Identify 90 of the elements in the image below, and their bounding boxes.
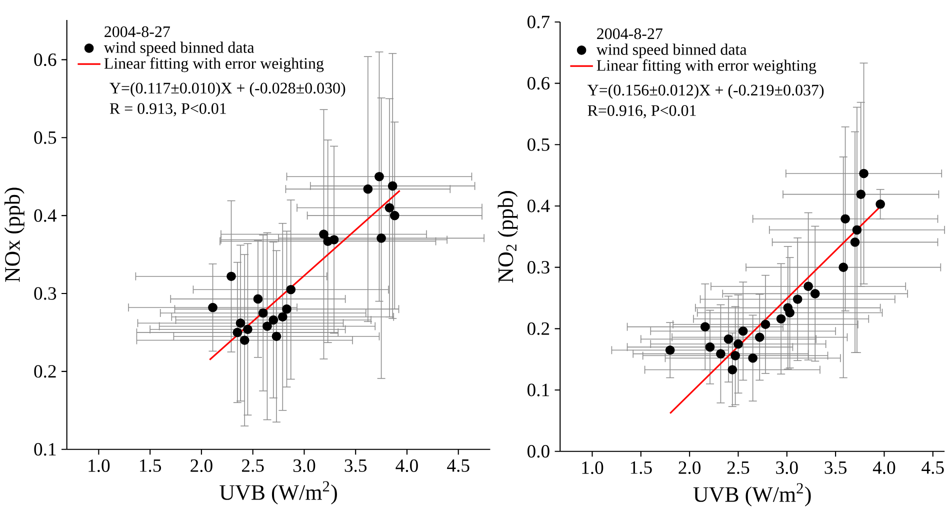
point bbox=[738, 326, 748, 336]
x-tick-label: 4.0 bbox=[872, 461, 896, 474]
point bbox=[374, 172, 384, 182]
y-tick-label: 0.7 bbox=[527, 16, 550, 28]
y-tick-label: 0.4 bbox=[34, 209, 57, 222]
y-tick-label: 0.2 bbox=[34, 364, 56, 378]
point bbox=[734, 339, 743, 349]
point bbox=[268, 315, 278, 325]
point bbox=[278, 312, 288, 322]
legend-label: Linear fitting with error weighting bbox=[596, 59, 816, 74]
y-axis-title: NOx (ppb) bbox=[4, 188, 24, 282]
point bbox=[785, 308, 794, 318]
point bbox=[329, 234, 339, 244]
x-tick-label: 1.5 bbox=[630, 461, 652, 474]
point bbox=[876, 199, 885, 209]
point bbox=[716, 349, 726, 358]
x-tick-label: 4.5 bbox=[447, 459, 470, 472]
x-tick-label: 2.5 bbox=[242, 459, 264, 472]
x-axis-title: UVB (W/m$^{2}$) bbox=[220, 481, 337, 504]
point bbox=[208, 302, 218, 312]
annotation: Y=(0.156±0.012)X + (-0.219±0.037) bbox=[587, 84, 824, 99]
legend-title: 2004-8-27 bbox=[597, 28, 662, 40]
x-tick-label: 4.5 bbox=[922, 461, 944, 474]
y-tick-label: 0.3 bbox=[527, 260, 550, 274]
x-tick-label: 3.5 bbox=[344, 459, 367, 472]
y-tick-label: 0.1 bbox=[527, 384, 549, 396]
point bbox=[730, 350, 740, 360]
point bbox=[840, 214, 850, 224]
y-tick-label: 0.6 bbox=[527, 76, 550, 90]
x-tick-label: 1.0 bbox=[582, 461, 604, 474]
y-tick-label: 0.5 bbox=[34, 131, 56, 144]
y-tick-label: 0.0 bbox=[527, 444, 550, 458]
y-tick-label: 0.3 bbox=[34, 287, 56, 300]
point bbox=[852, 225, 862, 234]
legend-title: 2004-8-27 bbox=[104, 26, 170, 38]
x-tick-label: 1.5 bbox=[140, 459, 162, 472]
x-tick-label: 3.0 bbox=[293, 459, 316, 472]
point bbox=[838, 262, 848, 272]
point bbox=[253, 294, 263, 304]
x-tick-label: 4.0 bbox=[396, 459, 418, 472]
annotation: R=0.916, P<0.01 bbox=[588, 105, 696, 118]
y-tick-label: 0.2 bbox=[527, 322, 550, 335]
x-tick-label: 3.0 bbox=[776, 461, 798, 474]
point bbox=[236, 318, 246, 328]
legend-label: wind speed binned data bbox=[596, 44, 747, 58]
point bbox=[258, 308, 268, 318]
annotation: R = 0.913, P<0.01 bbox=[110, 103, 226, 116]
point bbox=[850, 237, 860, 247]
x-tick-label: 2.5 bbox=[727, 461, 750, 474]
point bbox=[376, 233, 386, 243]
point bbox=[728, 364, 738, 374]
y-tick-label: 0.1 bbox=[34, 442, 56, 456]
legend-label: Linear fitting with error weighting bbox=[104, 57, 324, 72]
point bbox=[856, 190, 866, 199]
point bbox=[748, 353, 758, 363]
x-tick-label: 2.0 bbox=[678, 461, 700, 474]
point bbox=[700, 322, 710, 332]
y-tick-label: 0.5 bbox=[527, 138, 550, 151]
point bbox=[390, 210, 400, 220]
y-tick-label: 0.6 bbox=[34, 53, 56, 66]
point bbox=[272, 332, 282, 341]
point bbox=[388, 181, 398, 190]
point bbox=[792, 294, 802, 304]
x-tick-label: 3.5 bbox=[824, 461, 846, 474]
point bbox=[232, 328, 242, 337]
point bbox=[282, 304, 292, 314]
point bbox=[760, 320, 770, 329]
point bbox=[724, 334, 734, 344]
point bbox=[810, 288, 820, 298]
point bbox=[384, 202, 394, 212]
point bbox=[319, 229, 328, 239]
x-tick-label: 2.0 bbox=[190, 459, 212, 472]
legend-label: wind speed binned data bbox=[104, 42, 254, 56]
annotation: Y=(0.117±0.010)X + (-0.028±0.030) bbox=[110, 82, 346, 97]
point bbox=[240, 335, 250, 345]
point bbox=[705, 342, 715, 352]
x-axis-title: UVB (W/m$^{2}$) bbox=[693, 483, 811, 506]
point bbox=[363, 184, 373, 194]
point bbox=[243, 324, 252, 334]
x-tick-label: 1.0 bbox=[88, 459, 110, 472]
point bbox=[776, 314, 786, 324]
y-axis-title: NO$_{2}$ (ppb) bbox=[498, 190, 518, 282]
point bbox=[665, 345, 675, 355]
point bbox=[859, 168, 868, 178]
point bbox=[804, 282, 813, 291]
y-tick-label: 0.4 bbox=[527, 200, 550, 212]
point bbox=[226, 272, 236, 281]
point bbox=[286, 284, 296, 294]
point bbox=[754, 332, 764, 342]
point bbox=[262, 321, 272, 331]
